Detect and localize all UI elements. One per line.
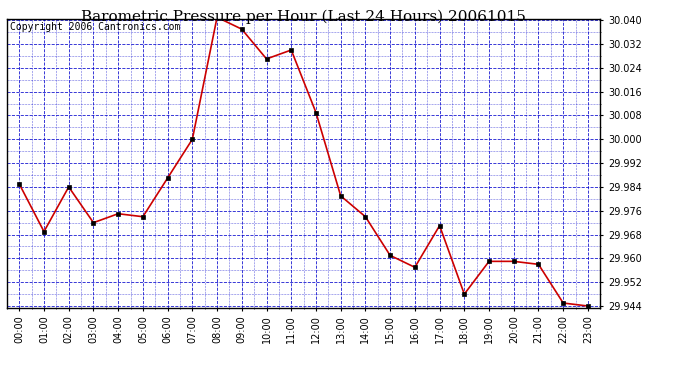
Text: Copyright 2006 Cantronics.com: Copyright 2006 Cantronics.com: [10, 22, 180, 32]
Text: Barometric Pressure per Hour (Last 24 Hours) 20061015: Barometric Pressure per Hour (Last 24 Ho…: [81, 9, 526, 24]
